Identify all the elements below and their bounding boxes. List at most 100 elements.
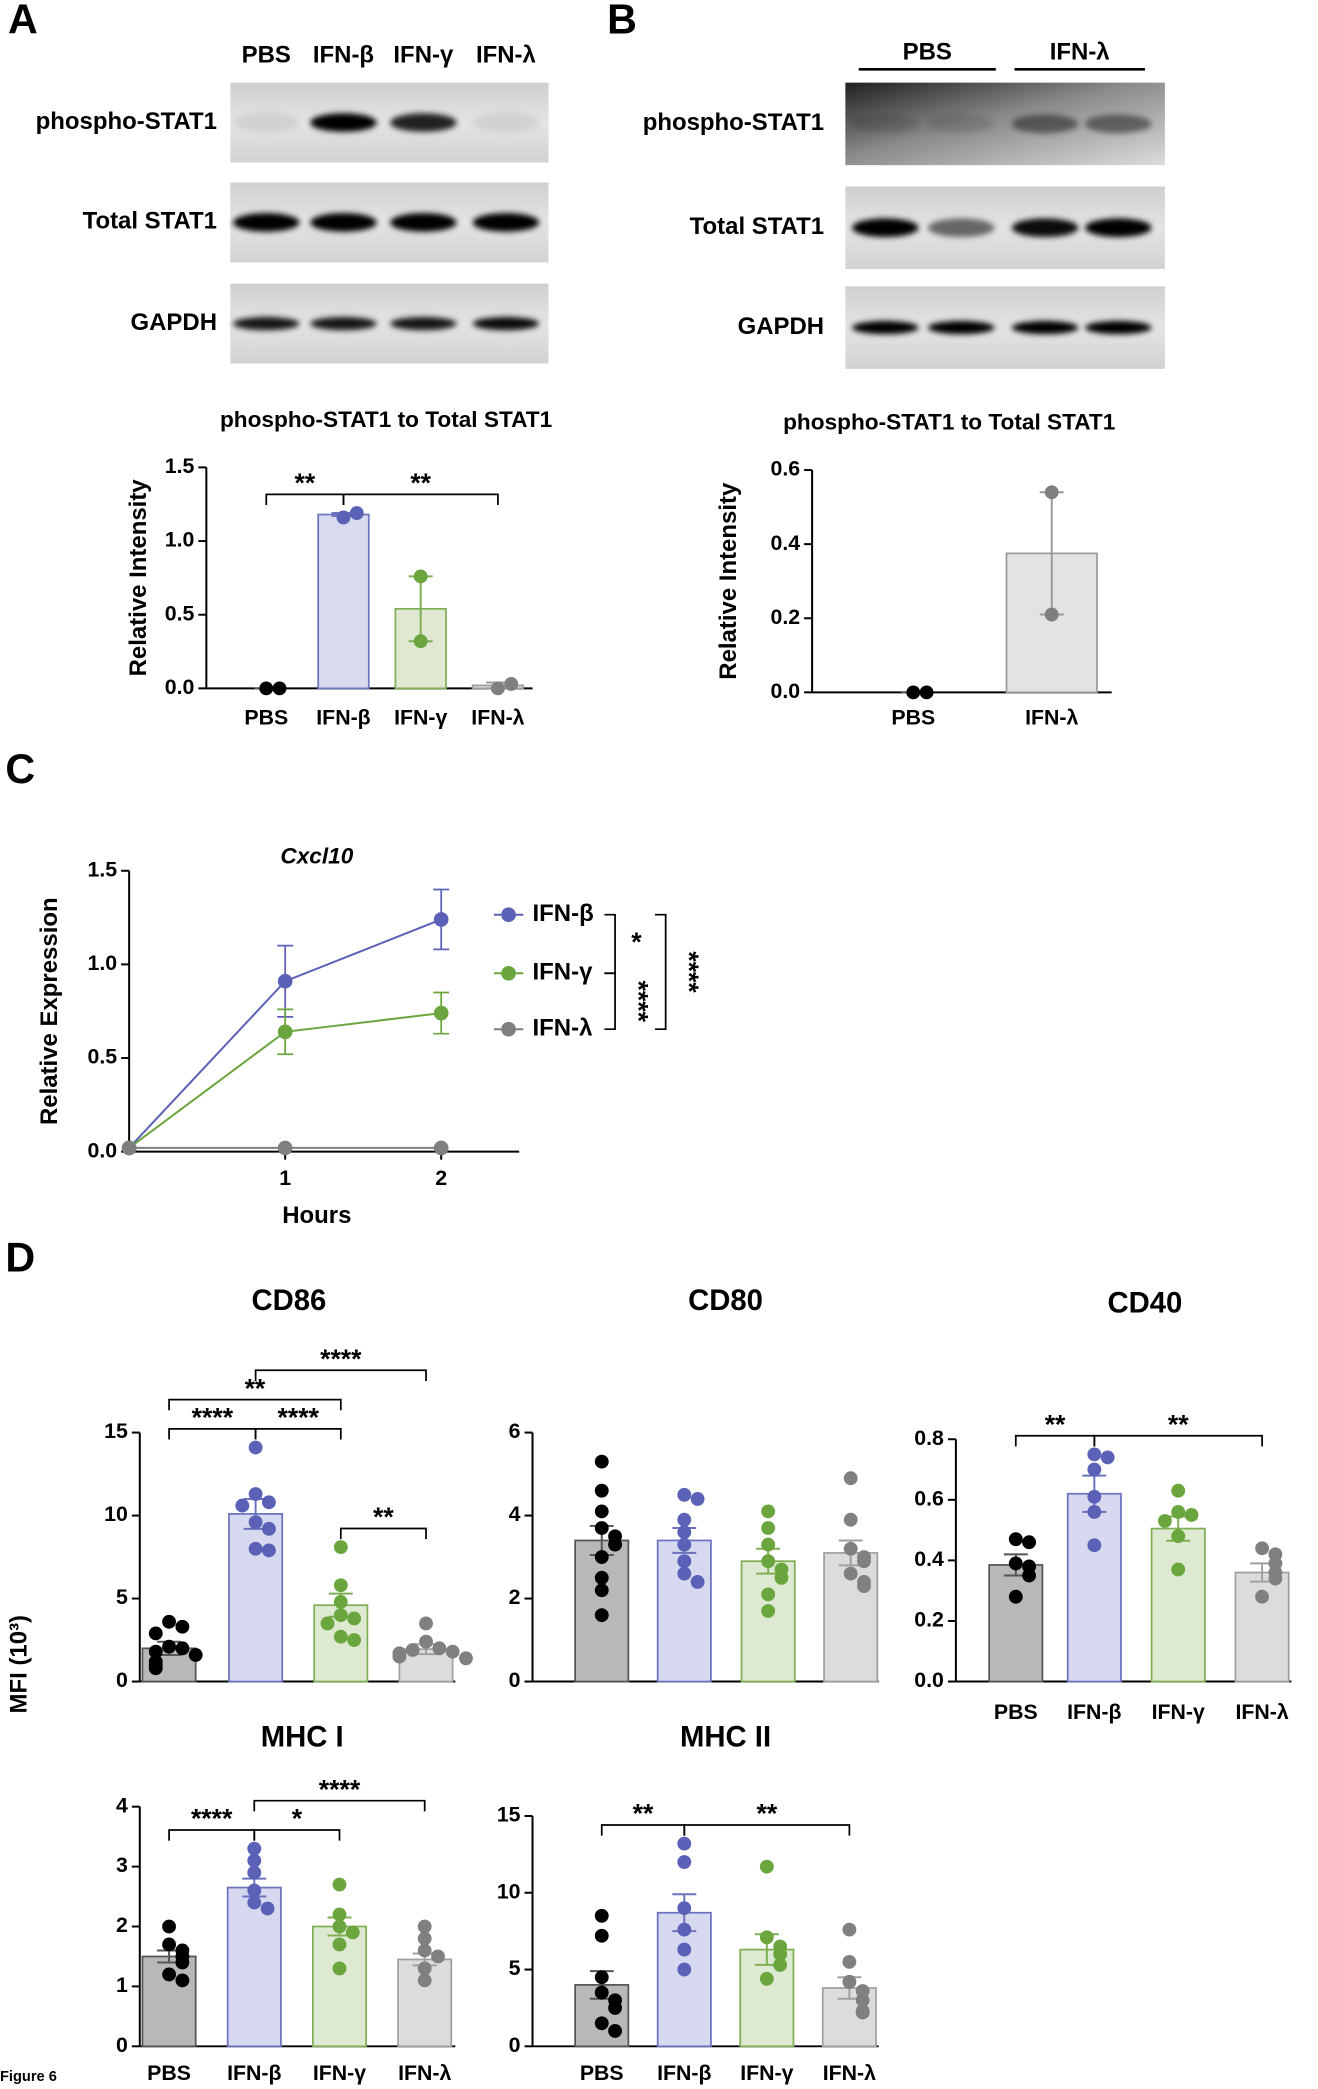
data-point: [417, 1943, 432, 1958]
blot-row-label: Total STAT1: [83, 208, 217, 235]
data-point: [248, 1541, 263, 1556]
x-tick-label: IFN-λ: [823, 2061, 876, 2085]
data-point: [919, 685, 934, 700]
y-tick-label: 15: [497, 1803, 521, 1827]
x-tick-label: IFN-γ: [313, 2061, 366, 2085]
x-tick-label: IFN-λ: [471, 706, 524, 730]
data-point: [148, 1626, 163, 1641]
blot-lane-label: PBS: [242, 41, 291, 68]
data-point: [248, 1440, 263, 1455]
data-point: [433, 912, 449, 927]
blot-band: [310, 213, 377, 232]
data-point: [417, 1919, 432, 1934]
significance-label: **: [245, 1373, 266, 1403]
significance-bracket: [604, 972, 616, 1031]
data-point: [277, 1024, 293, 1040]
data-point: [405, 1643, 420, 1657]
y-tick-label: 0.4: [771, 531, 801, 555]
data-point: [690, 1575, 705, 1589]
y-tick-label: 0.5: [88, 1045, 118, 1069]
data-point: [336, 510, 351, 525]
data-point: [594, 1504, 609, 1519]
data-point: [761, 1504, 776, 1519]
data-point: [1268, 1571, 1283, 1586]
data-point: [148, 1644, 163, 1659]
data-point: [1008, 1589, 1023, 1604]
data-point: [417, 1961, 432, 1976]
data-point: [262, 1521, 276, 1536]
data-point: [332, 1961, 347, 1976]
y-tick-label: 1.0: [165, 528, 195, 552]
data-point: [906, 685, 921, 700]
y-tick-label: 15: [104, 1419, 128, 1443]
bar: [1066, 1492, 1122, 1683]
data-point: [1171, 1505, 1186, 1519]
legend-label: IFN-β: [533, 900, 594, 927]
x-tick-label: IFN-γ: [1152, 1700, 1205, 1724]
data-point: [247, 1853, 262, 1868]
data-point: [677, 1922, 692, 1937]
panel-label: A: [8, 0, 38, 43]
data-point: [490, 681, 505, 696]
y-tick-label: 0: [116, 1668, 128, 1692]
x-tick-label: IFN-γ: [394, 706, 447, 730]
data-point: [235, 1498, 250, 1513]
significance-label: ****: [674, 951, 704, 993]
data-point: [759, 1859, 774, 1874]
data-point: [761, 1587, 776, 1602]
significance-label: ****: [319, 1774, 361, 1804]
y-tick-label: 0.5: [165, 601, 195, 625]
data-point: [260, 1901, 275, 1916]
data-point: [162, 1937, 176, 1952]
chart-title: MHC I: [261, 1721, 344, 1754]
x-tick-label: PBS: [891, 706, 935, 730]
panel-label: B: [607, 0, 637, 43]
data-point: [1022, 1535, 1037, 1550]
blot-band: [232, 113, 300, 132]
x-tick-label: 1: [279, 1166, 291, 1190]
data-point: [677, 1962, 692, 1977]
data-point: [121, 1140, 137, 1156]
data-point: [247, 1895, 262, 1910]
blot-band: [472, 113, 540, 132]
data-point: [262, 1543, 276, 1558]
data-point: [594, 1550, 609, 1564]
data-point: [594, 1483, 609, 1498]
data-point: [761, 1521, 776, 1535]
data-point: [188, 1648, 203, 1662]
y-tick-label: 0.0: [771, 679, 801, 703]
data-point: [248, 1487, 263, 1501]
significance-bracket: [253, 1799, 426, 1812]
data-point: [761, 1604, 776, 1618]
data-point: [413, 634, 428, 649]
bar: [228, 1513, 284, 1683]
blot-band: [927, 320, 995, 335]
x-tick-label: PBS: [147, 2061, 191, 2085]
data-point: [262, 1495, 276, 1510]
bar: [988, 1564, 1044, 1683]
y-tick-label: 0.6: [771, 457, 801, 481]
significance-label: ****: [320, 1344, 362, 1374]
blot-band: [1085, 218, 1152, 238]
data-point: [1087, 1447, 1102, 1462]
blot-band: [852, 218, 919, 238]
y-tick-label: 0.0: [914, 1668, 944, 1692]
y-axis-label: Relative Expression: [36, 897, 63, 1125]
data-point: [690, 1492, 705, 1506]
blot-group-label: PBS: [903, 39, 952, 66]
data-point: [677, 1537, 692, 1552]
data-point: [1087, 1462, 1102, 1477]
significance-label: **: [633, 1799, 654, 1829]
data-point: [1087, 1505, 1102, 1519]
data-point: [773, 1958, 788, 1972]
data-point: [594, 1985, 609, 2000]
data-point: [504, 677, 519, 691]
blot-band: [852, 114, 919, 134]
data-point: [594, 1570, 609, 1585]
data-point: [148, 1661, 163, 1676]
x-tick-label: IFN-λ: [1025, 706, 1078, 730]
blot-band: [390, 113, 457, 132]
data-point: [774, 1570, 789, 1585]
blot-row-label: phospho-STAT1: [643, 109, 824, 136]
